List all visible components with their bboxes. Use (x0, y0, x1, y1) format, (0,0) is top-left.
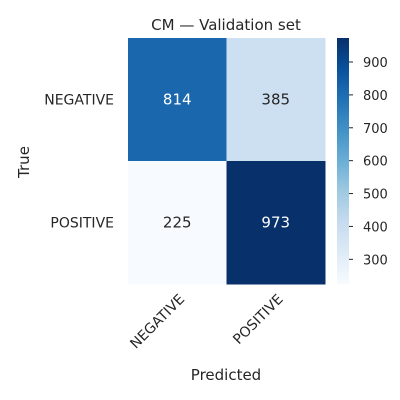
colorbar-tick-label: 500 (363, 188, 388, 203)
colorbar-tick-label: 700 (363, 122, 388, 137)
heatmap-cells: 814 385 225 973 (128, 38, 326, 285)
cell-value-label: 225 (163, 214, 192, 232)
cell-value-label: 973 (261, 214, 290, 232)
colorbar-tick-label: 800 (363, 89, 388, 104)
colorbar (337, 38, 349, 284)
chart-title: CM — Validation set (151, 16, 301, 34)
heatmap-cell (128, 161, 227, 285)
heatmap-cell (226, 161, 326, 285)
y-tick-label: NEGATIVE (44, 93, 114, 109)
y-axis-label: True (15, 146, 33, 179)
cell-value-label: 385 (261, 91, 290, 109)
colorbar-tick-label: 300 (363, 253, 388, 268)
x-tick-label: NEGATIVE (127, 292, 188, 353)
x-tick-label: POSITIVE (230, 292, 286, 348)
heatmap-cell (128, 38, 227, 162)
y-tick-labels: NEGATIVE POSITIVE (44, 93, 114, 232)
colorbar-tick-label: 900 (363, 56, 388, 71)
colorbar-tick-label: 600 (363, 155, 388, 170)
colorbar-tick-label: 400 (363, 220, 388, 235)
colorbar-ticks: 300 400 500 600 700 800 900 (349, 56, 388, 268)
x-axis-label: Predicted (191, 366, 261, 384)
y-tick-label: POSITIVE (50, 216, 114, 232)
x-tick-labels: NEGATIVE POSITIVE (127, 292, 286, 353)
heatmap-cell (226, 38, 326, 162)
cell-value-label: 814 (163, 91, 192, 109)
